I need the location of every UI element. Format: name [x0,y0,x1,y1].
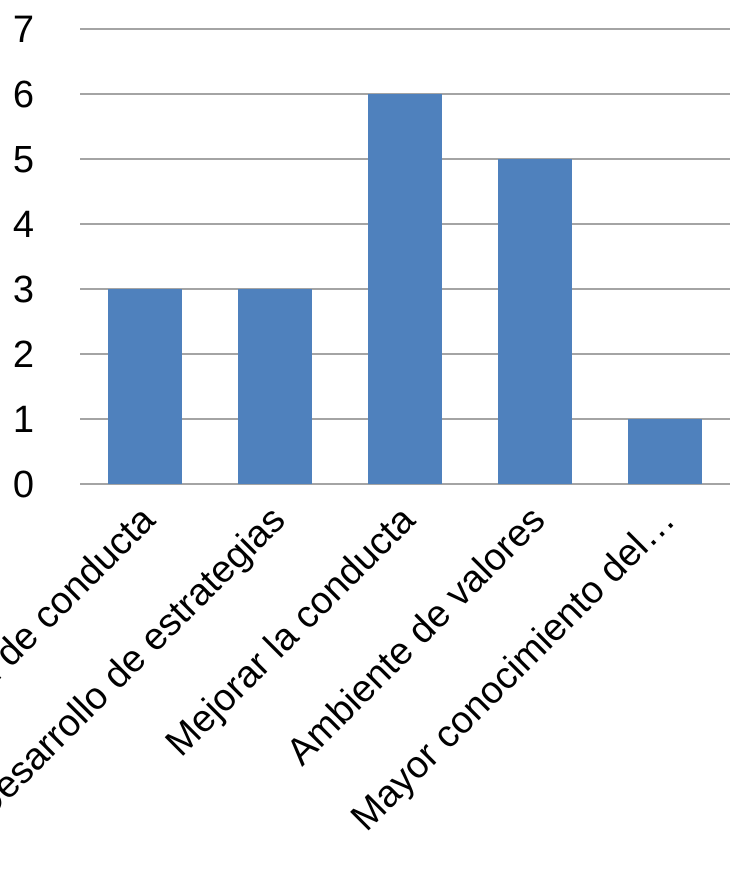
y-tick-label: 3 [13,269,34,311]
bars [108,94,702,484]
y-tick-label: 6 [13,74,34,116]
bar-1 [238,289,312,484]
y-tick-label: 7 [13,9,34,51]
bar-4 [628,419,702,484]
y-tick-label: 5 [13,139,34,181]
bar-3 [498,159,572,484]
y-axis-tick-labels: 0 1 2 3 4 5 6 7 [13,9,34,506]
y-tick-label: 1 [13,399,34,441]
y-tick-label: 0 [13,464,34,506]
x-category-label: Mejorar la conducta [158,498,424,764]
y-tick-label: 4 [13,204,34,246]
bar-0 [108,289,182,484]
bar-2 [368,94,442,484]
y-tick-label: 2 [13,334,34,376]
x-category-label: Ambiente de valores [279,499,554,774]
